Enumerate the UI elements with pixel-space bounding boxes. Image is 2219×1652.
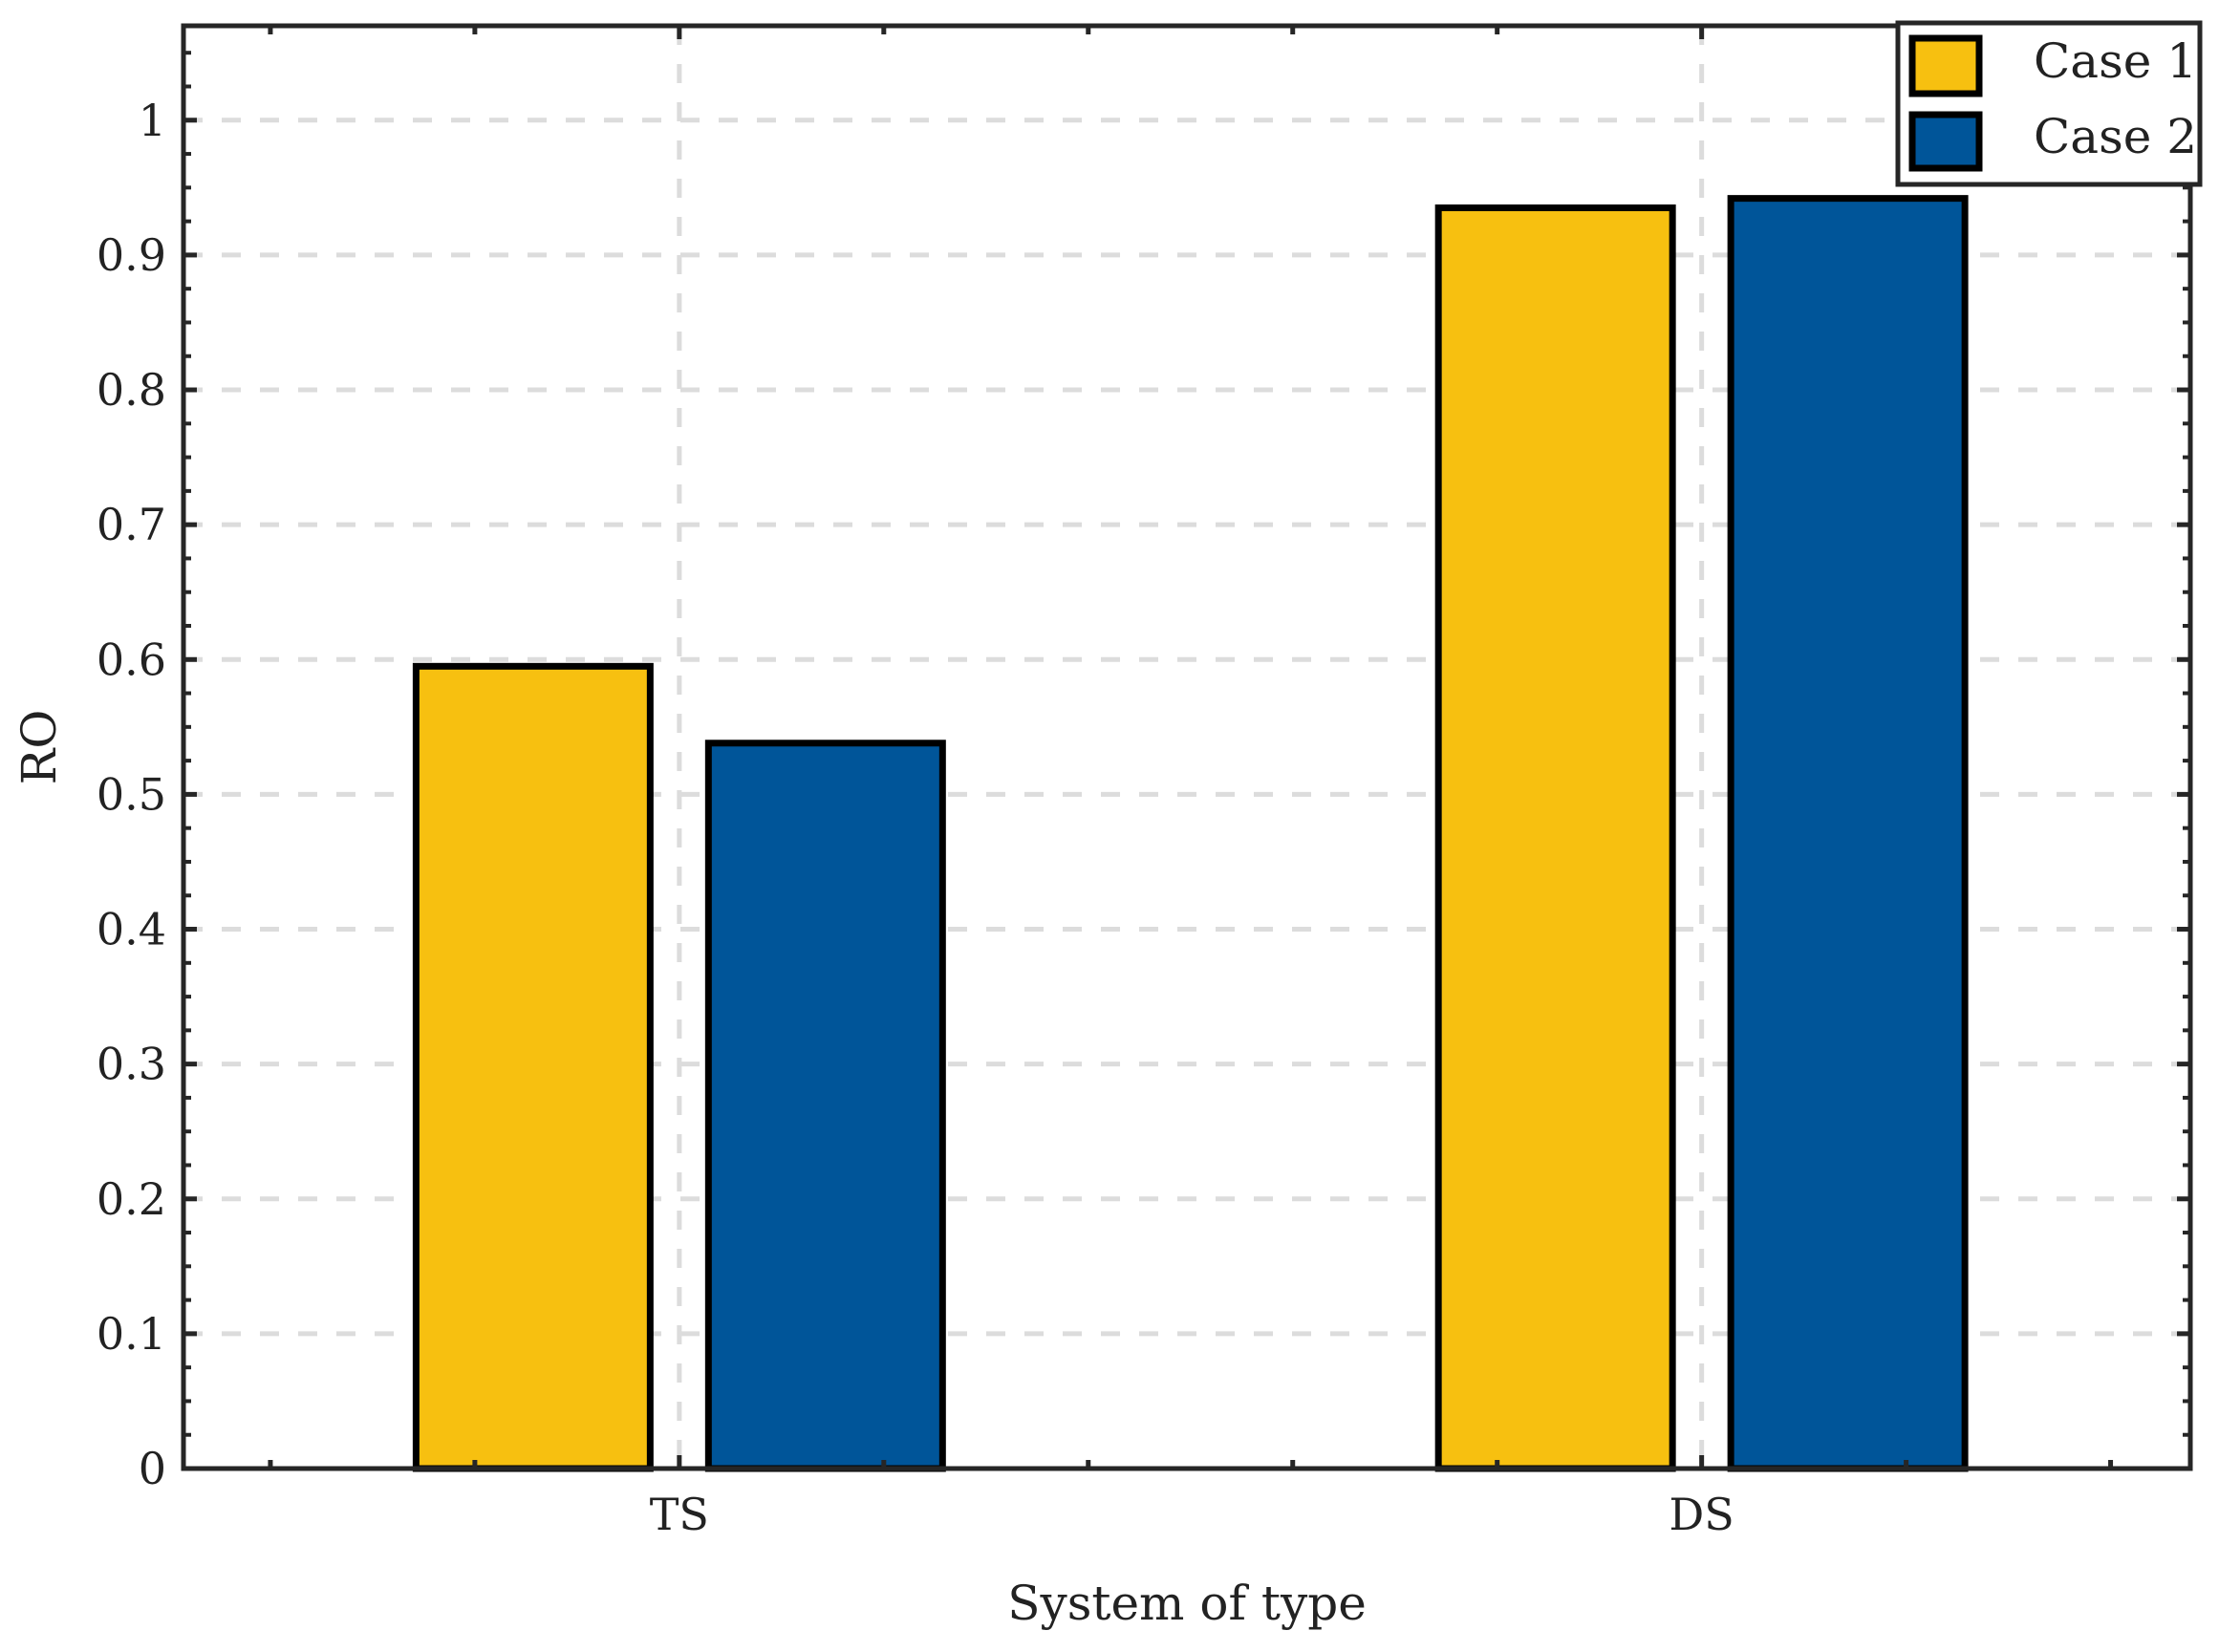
y-tick-label: 0.2	[97, 1173, 166, 1225]
bar-case-1-ts	[412, 662, 654, 1472]
bar-case-1-ds	[1434, 204, 1676, 1472]
y-tick-label: 0.4	[97, 904, 166, 955]
y-tick-label: 0.8	[97, 364, 166, 416]
y-tick-label: 0	[139, 1443, 166, 1494]
bars	[412, 195, 1969, 1472]
legend-swatch-case-2	[1908, 111, 1983, 172]
y-tick-label: 0.1	[97, 1308, 166, 1360]
y-tick-label: 0.7	[97, 499, 166, 550]
legend-swatch-case-1	[1908, 34, 1983, 97]
legend-label-case-1: Case 1	[2034, 33, 2197, 89]
bar-case-2-ds	[1727, 195, 1969, 1472]
grid	[183, 26, 2190, 1469]
x-axis-label: System of type	[1007, 1576, 1367, 1631]
y-axis-label: RO	[11, 710, 67, 785]
x-tick-label: TS	[650, 1489, 709, 1540]
axes-box	[181, 23, 2193, 1471]
y-tick-label: 0.3	[97, 1039, 166, 1090]
legend: Case 1 Case 2	[1895, 20, 2203, 187]
y-tick-label: 0.5	[97, 768, 166, 820]
y-tick-label: 1	[139, 95, 166, 146]
legend-label-case-2: Case 2	[2034, 109, 2197, 164]
y-tick-label: 0.9	[97, 229, 166, 281]
y-tick-label: 0.6	[97, 633, 166, 685]
x-tick-label: DS	[1669, 1489, 1734, 1540]
bar-case-2-ts	[704, 740, 946, 1472]
